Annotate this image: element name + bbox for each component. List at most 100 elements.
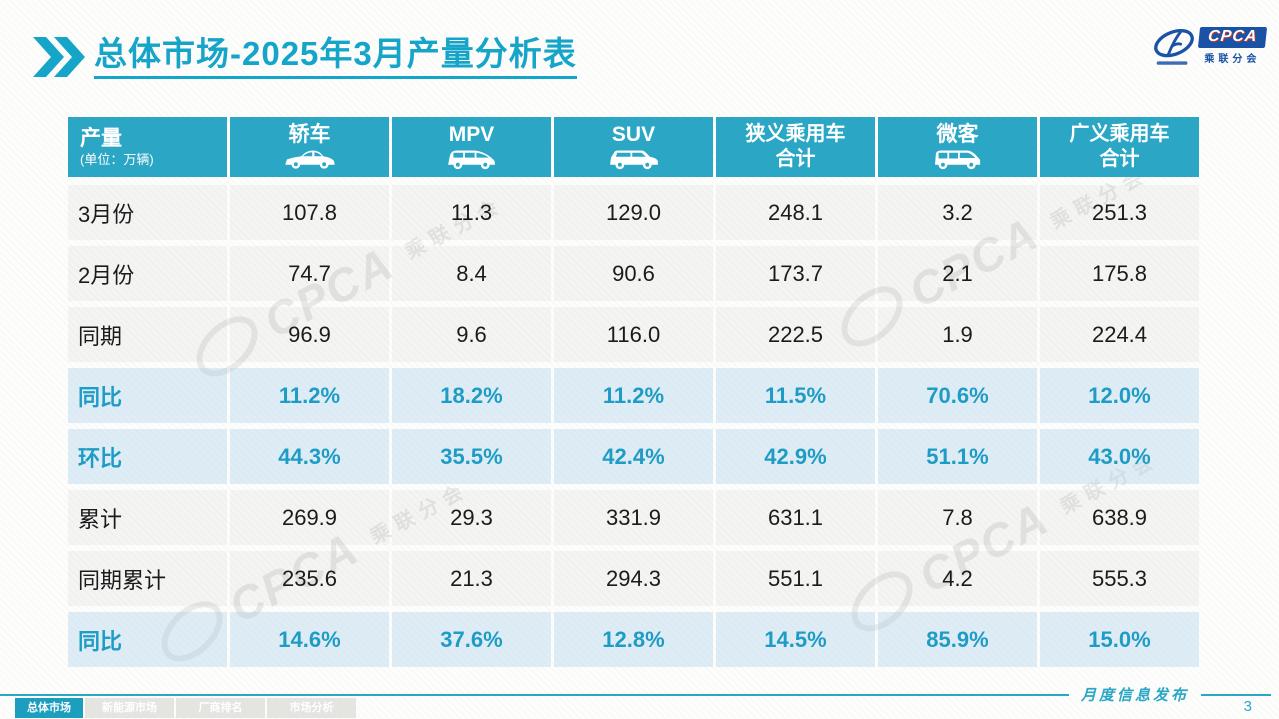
col-label-line2: 合计	[775, 148, 816, 170]
cell-value: 224.4	[1040, 307, 1199, 362]
cpca-badge: CPCA	[1197, 27, 1268, 48]
row-label: 3月份	[68, 185, 227, 240]
tab-oem-ranking[interactable]: 厂商排名	[176, 698, 265, 718]
cell-value: 173.7	[716, 246, 875, 301]
tab-overall-market[interactable]: 总体市场	[15, 698, 83, 718]
cell-value: 551.1	[716, 551, 875, 606]
header-col-output: 产量 (单位：万辆)	[68, 117, 227, 177]
cell-value: 222.5	[716, 307, 875, 362]
row-label: 环比	[68, 429, 227, 484]
cell-value: 37.6%	[392, 612, 551, 667]
cell-value: 18.2%	[392, 368, 551, 423]
cell-value: 107.8	[230, 185, 389, 240]
cell-value: 11.5%	[716, 368, 875, 423]
cell-value: 43.0%	[1040, 429, 1199, 484]
cell-value: 12.0%	[1040, 368, 1199, 423]
cell-value: 51.1%	[878, 429, 1037, 484]
header-title: 产量	[80, 127, 122, 150]
cell-value: 15.0%	[1040, 612, 1199, 667]
cell-value: 235.6	[230, 551, 389, 606]
cell-value: 21.3	[392, 551, 551, 606]
header-col-microvan: 微客	[878, 117, 1037, 177]
cell-value: 4.2	[878, 551, 1037, 606]
cell-value: 11.3	[392, 185, 551, 240]
cell-value: 269.9	[230, 490, 389, 545]
section-tabs: 总体市场 新能源市场 厂商排名 市场分析	[15, 698, 356, 718]
row-label: 累计	[68, 490, 227, 545]
page-title: 总体市场-2025年3月产量分析表	[94, 33, 577, 79]
col-label-line2: 合计	[1099, 148, 1140, 170]
production-table: 产量 (单位：万辆) 轿车 MPV	[68, 117, 1199, 673]
cell-value: 2.1	[878, 246, 1037, 301]
table-row: 累计 269.9 29.3 331.9 631.1 7.8 638.9	[68, 490, 1199, 545]
row-label: 2月份	[68, 246, 227, 301]
table-header-row: 产量 (单位：万辆) 轿车 MPV	[68, 117, 1199, 177]
cpca-logo: CPCA 乘联分会	[1151, 23, 1268, 69]
cell-value: 251.3	[1040, 185, 1199, 240]
table-body: 3月份 107.8 11.3 129.0 248.1 3.2 251.3 2月份 74.7 8.4…	[68, 185, 1199, 667]
cell-value: 42.9%	[716, 429, 875, 484]
double-chevron-icon	[33, 37, 85, 77]
cell-value: 1.9	[878, 307, 1037, 362]
page-header: 总体市场-2025年3月产量分析表	[33, 33, 577, 79]
cell-value: 294.3	[554, 551, 713, 606]
cell-value: 638.9	[1040, 490, 1199, 545]
footer-rule: 月度信息发布	[0, 684, 1279, 705]
header-col-broad-pv-total: 广义乘用车 合计	[1040, 117, 1199, 177]
cell-value: 96.9	[230, 307, 389, 362]
cell-value: 11.2%	[230, 368, 389, 423]
col-label-line1: 狭义乘用车	[745, 123, 846, 145]
microvan-icon	[934, 150, 980, 170]
tab-nev-market[interactable]: 新能源市场	[85, 698, 174, 718]
table-row: 同期 96.9 9.6 116.0 222.5 1.9 224.4	[68, 307, 1199, 362]
cell-value: 14.6%	[230, 612, 389, 667]
cell-value: 9.6	[392, 307, 551, 362]
col-label: SUV	[611, 123, 656, 146]
cell-value: 7.8	[878, 490, 1037, 545]
cell-value: 74.7	[230, 246, 389, 301]
cell-value: 11.2%	[554, 368, 713, 423]
cell-value: 331.9	[554, 490, 713, 545]
col-label: 微客	[936, 123, 979, 146]
suv-icon	[609, 150, 658, 170]
cell-value: 631.1	[716, 490, 875, 545]
cell-value: 35.5%	[392, 429, 551, 484]
header-unit: (单位：万辆)	[80, 152, 154, 167]
publication-label: 月度信息发布	[1080, 686, 1189, 704]
header-col-sedan: 轿车	[230, 117, 389, 177]
cell-value: 12.8%	[554, 612, 713, 667]
cell-value: 8.4	[392, 246, 551, 301]
footer-line-left	[0, 693, 1069, 696]
table-row: 环比 44.3% 35.5% 42.4% 42.9% 51.1% 43.0%	[68, 429, 1199, 484]
table-row: 同比 14.6% 37.6% 12.8% 14.5% 85.9% 15.0%	[68, 612, 1199, 667]
tab-market-analysis[interactable]: 市场分析	[267, 698, 356, 718]
sedan-icon	[284, 150, 335, 169]
col-label-line1: 广义乘用车	[1069, 123, 1170, 145]
header-col-mpv: MPV	[392, 117, 551, 177]
table-row: 同期累计 235.6 21.3 294.3 551.1 4.2 555.3	[68, 551, 1199, 606]
table-row: 2月份 74.7 8.4 90.6 173.7 2.1 175.8	[68, 246, 1199, 301]
col-label: 轿车	[288, 123, 331, 146]
row-label: 同期	[68, 307, 227, 362]
cell-value: 248.1	[716, 185, 875, 240]
cpca-subtitle: 乘联分会	[1204, 54, 1261, 65]
cell-value: 129.0	[554, 185, 713, 240]
cell-value: 42.4%	[554, 429, 713, 484]
row-label: 同比	[68, 612, 227, 667]
col-label: MPV	[448, 123, 495, 146]
cell-value: 85.9%	[878, 612, 1037, 667]
table-row: 同比 11.2% 18.2% 11.2% 11.5% 70.6% 12.0%	[68, 368, 1199, 423]
page-number: 3	[1243, 698, 1252, 715]
cell-value: 29.3	[392, 490, 551, 545]
cell-value: 555.3	[1040, 551, 1199, 606]
row-label: 同期累计	[68, 551, 227, 606]
cell-value: 3.2	[878, 185, 1037, 240]
cell-value: 116.0	[554, 307, 713, 362]
row-label: 同比	[68, 368, 227, 423]
table-row: 3月份 107.8 11.3 129.0 248.1 3.2 251.3	[68, 185, 1199, 240]
header-col-narrow-pv-total: 狭义乘用车 合计	[716, 117, 875, 177]
cell-value: 90.6	[554, 246, 713, 301]
cpca-swoosh-icon	[1153, 28, 1194, 65]
mpv-icon	[447, 150, 495, 170]
